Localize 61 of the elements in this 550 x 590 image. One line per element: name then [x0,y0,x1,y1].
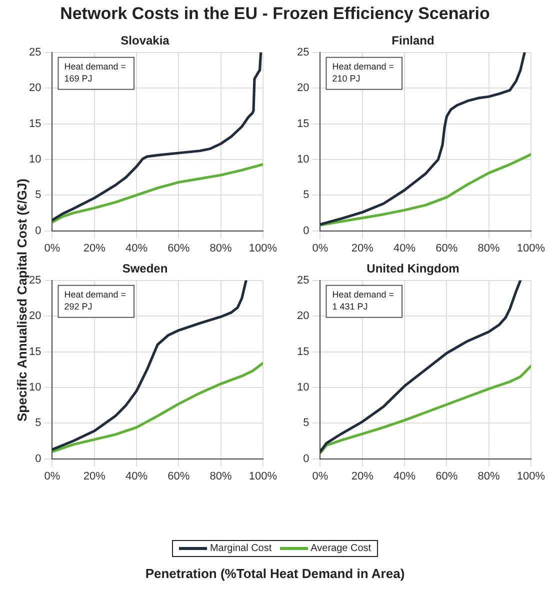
chart-title: Finland [392,34,434,48]
y-tick-label: 20 [28,82,42,94]
x-tick-label: 100% [516,470,546,482]
x-tick-label: 0% [312,470,328,482]
x-axis-title: Penetration (%Total Heat Demand in Area) [144,566,406,581]
chart-title: United Kingdom [366,262,460,276]
x-tick-label: 60% [436,470,458,482]
x-tick-label: 0% [44,470,60,482]
text: Network Costs in the EU - Frozen Efficiency Scenario [59,4,491,24]
x-tick-label: 60% [168,242,190,254]
x-tick-label: 60% [436,242,458,254]
legend-label: Marginal Cost [210,543,272,554]
y-tick-label: 10 [296,381,310,394]
y-axis-title: Specific Annualised Capital Cost (€/GJ) [14,178,30,422]
y-tick-label: 5 [303,417,310,430]
y-tick-label: 15 [28,118,42,130]
x-tick-label: 0% [44,242,60,254]
x-tick-label: 0% [312,242,328,254]
annotation: Heat demand = 1 431 PJ [332,289,394,312]
y-tick-label: 0 [35,452,42,465]
y-tick-label: 15 [28,346,42,358]
x-tick-label: 60% [168,470,190,482]
y-tick-label: 10 [28,381,42,394]
chart-title: Slovakia [120,34,170,48]
y-tick-label: 0 [35,224,42,237]
y-tick-label: 5 [35,189,42,202]
x-tick-label: 80% [478,242,500,254]
y-tick-label: 5 [303,189,310,202]
y-tick-label: 0 [303,224,310,237]
annotation: Heat demand = 169 PJ [64,61,126,84]
x-tick-label: 100% [248,470,278,482]
x-tick-label: 20% [351,470,374,482]
y-tick-label: 5 [35,417,42,430]
y-tick-label: 25 [28,274,42,286]
chart-title: Sweden [122,262,168,276]
y-tick-label: 25 [296,274,310,286]
y-tick-label: 20 [296,82,310,94]
y-tick-label: 25 [296,46,310,58]
y-tick-label: 10 [296,153,310,166]
y-tick-label: 0 [303,452,310,465]
x-tick-label: 40% [126,470,148,482]
x-tick-label: 40% [126,242,148,254]
y-tick-label: 20 [296,310,310,322]
legend-label: Average Cost [310,543,372,554]
x-tick-label: 20% [83,242,106,254]
x-tick-label: 20% [83,470,106,482]
x-tick-label: 40% [394,242,416,254]
x-tick-label: 40% [394,470,416,482]
x-tick-label: 80% [210,470,232,482]
annotation: Heat demand = 210 PJ [332,61,394,84]
y-tick-label: 20 [28,310,42,322]
y-tick-label: 10 [28,153,42,166]
annotation: Heat demand = 292 PJ [64,289,126,312]
y-tick-label: 15 [296,346,310,358]
x-tick-label: 100% [516,242,546,254]
y-tick-label: 25 [28,46,42,58]
x-tick-label: 80% [478,470,500,482]
x-tick-label: 100% [248,242,278,254]
y-tick-label: 15 [296,118,310,130]
x-tick-label: 80% [210,242,232,254]
x-tick-label: 20% [351,242,374,254]
